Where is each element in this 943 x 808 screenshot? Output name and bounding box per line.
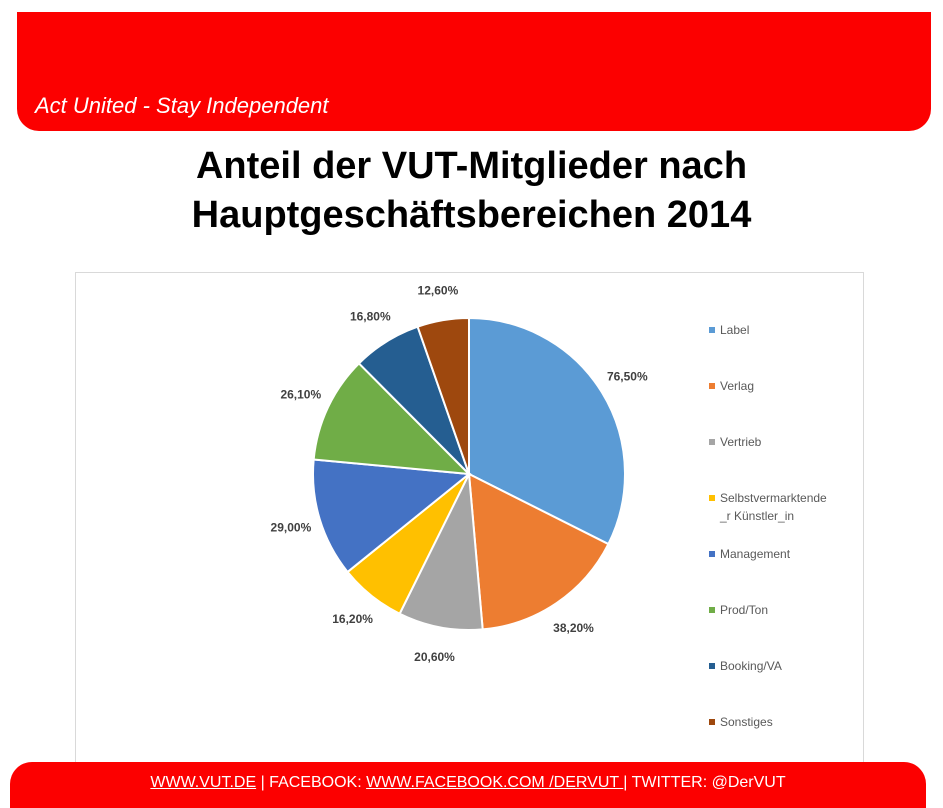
website-link[interactable]: WWW.VUT.DE bbox=[150, 774, 257, 791]
pie-slice bbox=[398, 470, 484, 631]
legend-label: Label bbox=[720, 323, 749, 337]
data-label: 12,60% bbox=[418, 284, 459, 298]
legend-swatch bbox=[709, 383, 715, 389]
footer-text: WWW.VUT.DE | FACEBOOK: WWW.FACEBOOK.COM … bbox=[10, 774, 926, 792]
page-title-line-1: Anteil der VUT-Mitglieder nach bbox=[195, 145, 748, 187]
pie-slice bbox=[416, 316, 470, 475]
pie-slice bbox=[468, 316, 626, 546]
legend-label: Selbstvermarktende bbox=[720, 491, 827, 505]
data-label: 20,60% bbox=[414, 650, 455, 664]
header-banner: Act United - Stay Independent bbox=[17, 12, 931, 131]
legend-label: Verlag bbox=[720, 379, 754, 393]
data-label: 16,20% bbox=[332, 612, 373, 626]
page-title-line-2: Hauptgeschäftsbereichen 2014 bbox=[191, 194, 752, 236]
legend-label: Vertrieb bbox=[720, 435, 762, 449]
legend-swatch bbox=[709, 663, 715, 669]
page-title: Anteil der VUT-Mitglieder nach Hauptgesc… bbox=[0, 142, 943, 240]
pie-chart: 76,50% 38,20% 20,60% 16,20% 29,00% 26,10% 16,8… bbox=[271, 284, 827, 729]
facebook-link[interactable]: WWW.FACEBOOK.COM /DERVUT bbox=[366, 774, 624, 791]
legend-label: Booking/VA bbox=[720, 659, 782, 673]
data-label: 29,00% bbox=[271, 521, 312, 535]
legend-swatch bbox=[709, 439, 715, 445]
chart-area: 76,50% 38,20% 20,60% 16,20% 29,00% 26,10% 16,8… bbox=[75, 272, 864, 766]
footer-separator-1: | FACEBOOK: bbox=[256, 774, 367, 791]
tagline: Act United - Stay Independent bbox=[35, 93, 329, 118]
legend-label: _r Künstler_in bbox=[719, 509, 794, 523]
legend-swatch bbox=[709, 551, 715, 557]
legend-label: Management bbox=[720, 547, 791, 561]
legend-swatch bbox=[709, 719, 715, 725]
legend-swatch bbox=[709, 327, 715, 333]
legend-swatch bbox=[709, 495, 715, 501]
pie-slice bbox=[467, 472, 610, 631]
legend-label: Prod/Ton bbox=[720, 603, 768, 617]
footer-twitter-text: | TWITTER: @DerVUT bbox=[623, 774, 786, 791]
footer-banner: WWW.VUT.DE | FACEBOOK: WWW.FACEBOOK.COM … bbox=[10, 762, 926, 808]
data-label: 38,20% bbox=[553, 621, 594, 635]
pie-slice bbox=[312, 361, 472, 476]
legend-label: Sonstiges bbox=[720, 715, 773, 729]
data-label: 16,80% bbox=[350, 309, 391, 323]
data-label: 76,50% bbox=[607, 369, 648, 383]
legend-swatch bbox=[709, 607, 715, 613]
data-label: 26,10% bbox=[280, 388, 321, 402]
pie-slice bbox=[312, 458, 472, 574]
